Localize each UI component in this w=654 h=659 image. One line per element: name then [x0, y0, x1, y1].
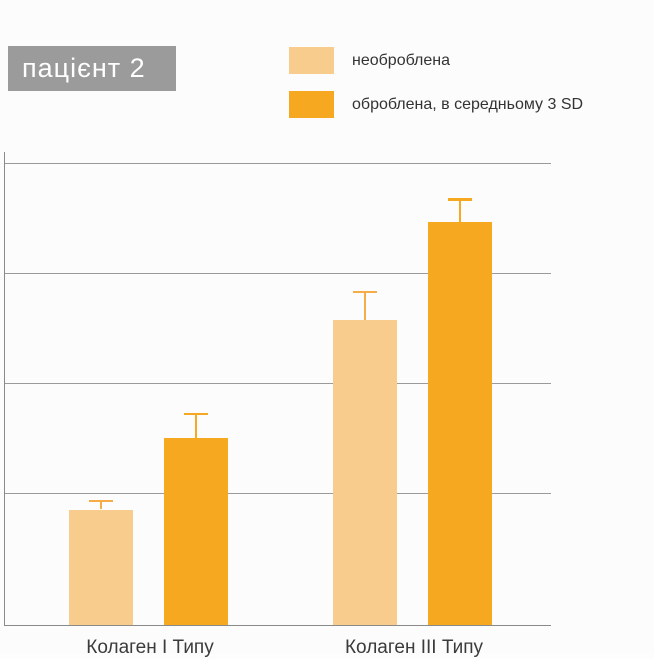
bar-treated-0 — [164, 438, 228, 625]
error-bar-line — [459, 198, 461, 223]
bar-chart-plot-area: Колаген І Типу Колаген ІІІ Типу — [4, 152, 551, 658]
legend-item-untreated: необроблена — [289, 47, 583, 74]
error-bar-cap — [353, 290, 377, 294]
gridline — [5, 383, 551, 384]
error-bar-line — [364, 290, 366, 321]
error-bar-cap — [448, 198, 472, 201]
error-bar-line — [100, 499, 102, 510]
x-axis-label-1: Колаген ІІІ Типу — [344, 637, 484, 658]
legend: необроблена оброблена, в середньому 3 SD — [289, 47, 583, 135]
legend-label-treated: оброблена, в середньому 3 SD — [352, 95, 584, 113]
legend-swatch-untreated — [289, 47, 334, 74]
error-bar-cap — [89, 499, 113, 503]
legend-label-untreated: необроблена — [352, 51, 451, 69]
error-bar-cap — [184, 412, 208, 416]
patient-badge: пацієнт 2 — [8, 46, 176, 91]
bar-untreated-0 — [69, 509, 133, 625]
gridline — [5, 493, 551, 494]
x-axis-label-0: Колаген І Типу — [86, 637, 214, 658]
gridline — [5, 273, 551, 274]
error-bar-line — [195, 412, 197, 438]
patient-badge-label: пацієнт 2 — [22, 53, 146, 83]
legend-item-treated: оброблена, в середньому 3 SD — [289, 91, 583, 118]
bar-untreated-1 — [333, 320, 397, 625]
bar-treated-1 — [428, 222, 492, 625]
legend-swatch-treated — [289, 91, 334, 118]
gridline — [5, 163, 551, 164]
